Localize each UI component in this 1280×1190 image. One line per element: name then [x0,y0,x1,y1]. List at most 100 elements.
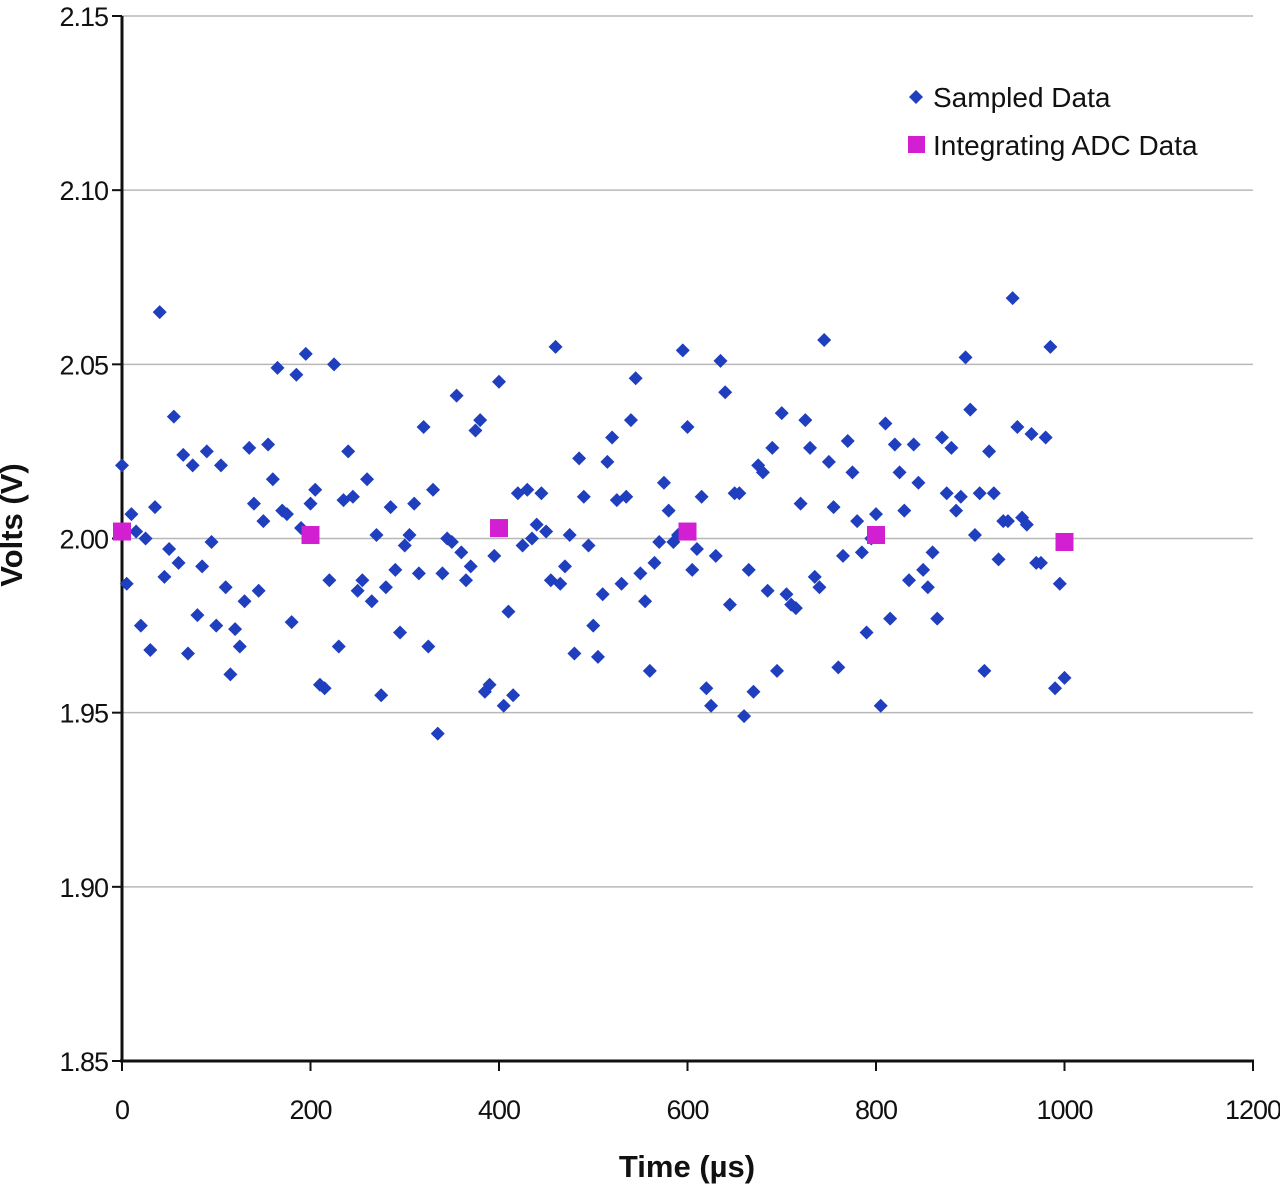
sampled-data-point [991,552,1006,567]
sampled-data-point [605,430,620,445]
legend-marker-sampled-data [909,90,923,104]
x-tick-label: 1200 [1225,1095,1280,1125]
sampled-data-point [595,587,610,602]
sampled-data-point [416,420,431,435]
sampled-data-point [850,514,865,529]
sampled-data-point [760,583,775,598]
sampled-data-point [590,649,605,664]
sampled-data-point [699,681,714,696]
sampled-data-point [468,423,483,438]
sampled-data-point [722,597,737,612]
sampled-data-point [963,402,978,417]
sampled-data-point [619,489,634,504]
sampled-data-point [374,688,389,703]
sampled-data-point [826,500,841,515]
sampled-data-point [572,451,587,466]
sampled-data-point [242,440,257,455]
sampled-data-point [1043,339,1058,354]
sampled-data-point [190,608,205,623]
sampled-data-point [737,709,752,724]
sampled-data-point [364,594,379,609]
sampled-data-point [972,486,987,501]
sampled-data-point [694,489,709,504]
integrating-adc-data-point [301,526,320,545]
sampled-data-point [430,726,445,741]
sampled-data-point [647,555,662,570]
sampled-data-point [463,559,478,574]
sampled-data-point [289,367,304,382]
sampled-data-point [967,528,982,543]
sampled-data-point [232,639,247,654]
legend-marker-integrating-adc-data [908,136,925,153]
sampled-data-point [218,580,233,595]
sampled-data-point [713,353,728,368]
sampled-data-point [119,576,134,591]
sampled-data-point [600,454,615,469]
sampled-data-point [977,663,992,678]
integrating-adc-data-point [678,522,697,541]
y-tick-label: 1.90 [59,873,108,903]
sampled-data-point [265,472,280,487]
sampled-data-point [223,667,238,682]
sampled-data-point [916,562,931,577]
sampled-data-point [454,545,469,560]
sampled-data-point [845,465,860,480]
sampled-data-point [411,566,426,581]
sampled-data-point [628,371,643,386]
sampled-data-point [840,433,855,448]
sampled-data-point [341,444,356,459]
sampled-data-point [360,472,375,487]
sampled-data-point [449,388,464,403]
sampled-data-point [623,413,638,428]
x-tick-label: 600 [666,1095,708,1125]
sampled-data-point [746,684,761,699]
sampled-data-point [652,534,667,549]
sampled-data-point [949,503,964,518]
sampled-data-point [143,642,158,657]
sampled-data-point [812,580,827,595]
sampled-data-point [459,573,474,588]
sampled-data-point [147,500,162,515]
sampled-data-point [303,496,318,511]
sampled-data-point [157,569,172,584]
sampled-data-point [1010,420,1025,435]
sampled-data-point [869,507,883,522]
sampled-data-point [228,622,243,637]
sampled-data-point [817,332,832,347]
sampled-data-point [765,440,780,455]
sampled-data-point [444,534,459,549]
sampled-data-point [524,531,539,546]
integrating-adc-data-point [1055,532,1074,551]
sampled-data-point [901,573,916,588]
sampled-data-point [675,343,690,358]
sampled-data-point [930,611,945,626]
sampled-data-point [185,458,200,473]
sampled-data-point [982,444,997,459]
sampled-data-point [934,430,949,445]
y-tick-label: 1.85 [59,1047,108,1077]
sampled-data-point [388,562,403,577]
sampled-data-point [925,545,940,560]
y-axis-ticks: 1.85 1.90 1.95 2.00 2.05 2.10 2.15 [59,2,122,1077]
sampled-data-point [426,482,441,497]
sampled-data-point [920,580,935,595]
sampled-data-point [1038,430,1053,445]
sampled-data-point [515,538,530,553]
legend: Sampled Data Integrating ADC Data [908,82,1198,161]
sampled-data-point [152,305,167,320]
sampled-data-point [581,538,596,553]
sampled-data-point [327,357,342,372]
sampled-data-point [548,339,563,354]
series-integrating-adc-data [113,519,1074,551]
y-tick-label: 2.15 [59,2,108,32]
sampled-data-point [1005,291,1020,306]
integrating-adc-data-point [867,526,885,545]
sampled-data-point [807,569,822,584]
x-axis-ticks: 0 200 400 600 800 1000 1200 [115,1061,1280,1125]
sampled-data-point [859,625,874,640]
sampled-data-point [166,409,181,424]
sampled-data-point [317,681,332,696]
sampled-data-point [492,374,506,389]
sampled-data-point [1052,576,1067,591]
sampled-data-point [204,534,219,549]
